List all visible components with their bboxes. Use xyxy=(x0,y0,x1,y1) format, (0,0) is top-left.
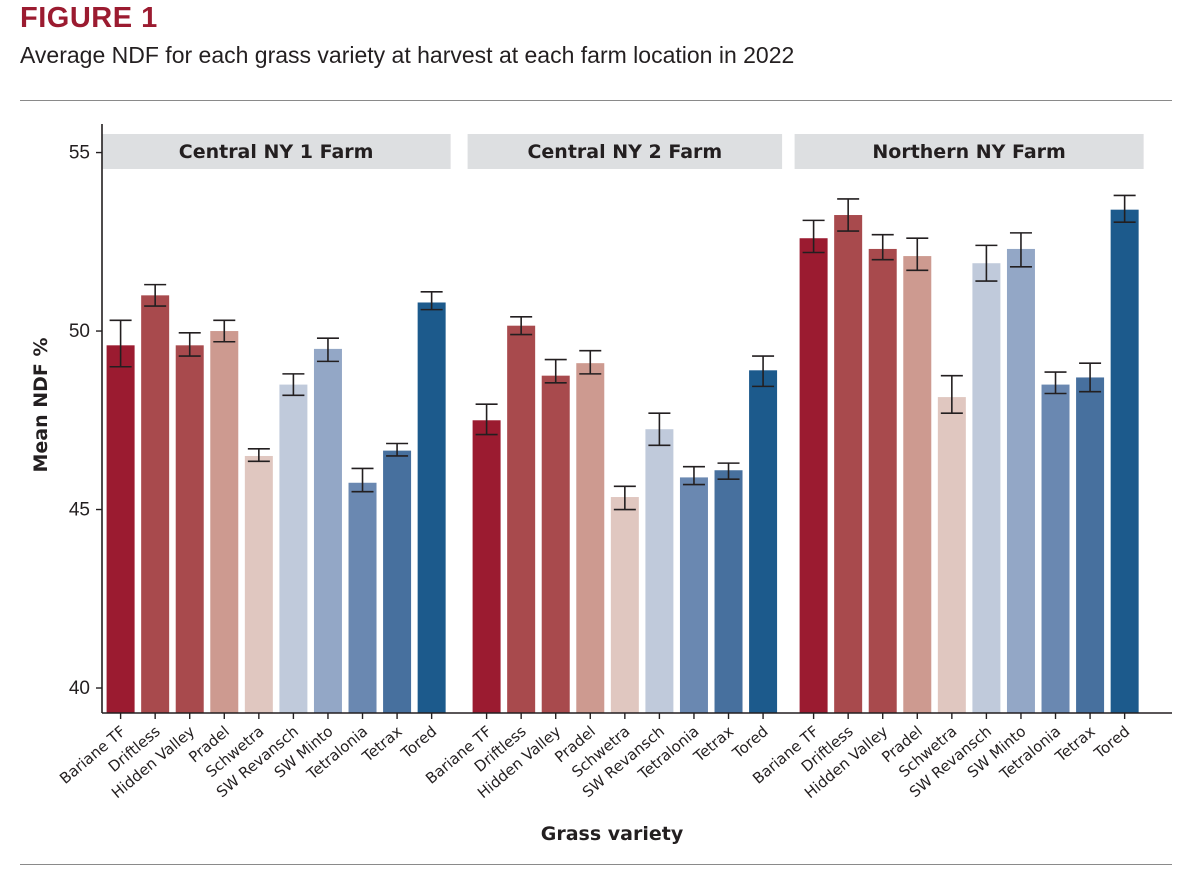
bar-pradel xyxy=(210,331,239,713)
bar-schwetra xyxy=(610,497,639,713)
figure-label: FIGURE 1 xyxy=(20,2,158,34)
bar-tetrax xyxy=(1076,377,1105,713)
bar-tetrax xyxy=(714,470,743,713)
bar-tetralonia xyxy=(679,477,708,713)
x-tick-label: Tored xyxy=(397,722,440,762)
panel-title: Central NY 1 Farm xyxy=(179,141,374,163)
panel-strip xyxy=(794,134,1144,169)
bar-sw-minto xyxy=(1006,248,1035,713)
bar-bariane-tf xyxy=(106,345,135,713)
bar-tored xyxy=(1110,209,1139,713)
x-axis-title: Grass variety xyxy=(541,823,684,845)
x-tick-label: Tetrax xyxy=(358,722,406,766)
panel-title: Northern NY Farm xyxy=(872,141,1065,163)
bar-tored xyxy=(749,370,778,713)
y-axis-title: Mean NDF % xyxy=(30,337,52,472)
bar-sw-minto xyxy=(313,348,342,713)
x-tick-label: Tetrax xyxy=(1051,722,1099,766)
bar-sw-revansch xyxy=(279,384,308,713)
bar-hidden-valley xyxy=(541,375,570,713)
panel-title: Central NY 2 Farm xyxy=(527,141,722,163)
bar-sw-revansch xyxy=(645,429,674,713)
bar-pradel xyxy=(903,256,932,713)
panel-strip xyxy=(101,134,451,169)
bar-pradel xyxy=(576,363,605,713)
bottom-divider xyxy=(20,864,1172,865)
bar-bariane-tf xyxy=(799,238,828,714)
bar-schwetra xyxy=(937,397,966,713)
bar-tetralonia xyxy=(1041,384,1070,713)
bar-hidden-valley xyxy=(868,248,897,713)
bar-sw-revansch xyxy=(972,263,1001,713)
bar-hidden-valley xyxy=(175,345,204,713)
bar-tetrax xyxy=(383,450,412,713)
bar-driftless xyxy=(834,215,863,713)
bar-driftless xyxy=(141,295,170,713)
x-tick-label: Tored xyxy=(728,722,771,762)
bar-tored xyxy=(417,302,446,713)
y-tick-label: 50 xyxy=(69,321,90,342)
bar-driftless xyxy=(507,325,536,713)
bar-bariane-tf xyxy=(472,420,501,713)
bar-tetralonia xyxy=(348,482,377,713)
x-tick-label: Tetrax xyxy=(690,722,738,766)
bar-schwetra xyxy=(244,455,273,713)
x-tick-label: Tored xyxy=(1090,722,1133,762)
top-divider xyxy=(20,100,1172,101)
y-tick-label: 40 xyxy=(69,678,90,699)
y-tick-label: 45 xyxy=(69,500,90,521)
panel-strip xyxy=(467,134,783,169)
y-tick-label: 55 xyxy=(69,143,90,164)
figure-caption: Average NDF for each grass variety at ha… xyxy=(20,42,795,68)
